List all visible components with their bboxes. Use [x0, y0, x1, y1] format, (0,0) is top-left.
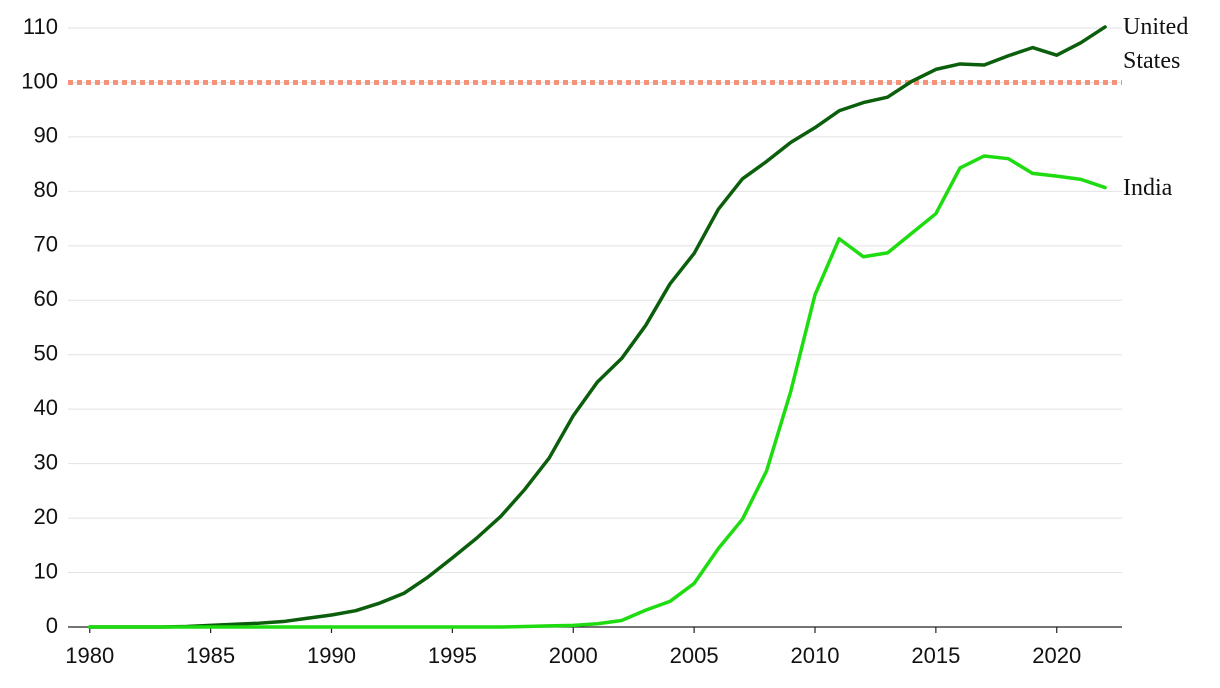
y-tick-label: 80 [34, 177, 58, 202]
y-tick-label: 40 [34, 395, 58, 420]
x-tick-label: 2005 [670, 643, 719, 668]
x-tick-label: 2020 [1032, 643, 1081, 668]
y-tick-label: 60 [34, 286, 58, 311]
series-label: India [1123, 174, 1173, 201]
y-tick-label: 0 [46, 613, 58, 638]
y-tick-label: 100 [21, 68, 58, 93]
x-tick-label: 2015 [911, 643, 960, 668]
x-tick-label: 1995 [428, 643, 477, 668]
y-tick-label: 110 [23, 14, 58, 39]
x-tick-label: 2010 [791, 643, 840, 668]
y-tick-label: 90 [34, 123, 58, 148]
y-tick-label: 30 [34, 449, 58, 474]
y-tick-label: 70 [34, 232, 58, 257]
x-tick-label: 2000 [549, 643, 598, 668]
y-tick-label: 10 [34, 558, 58, 583]
x-tick-label: 1980 [65, 643, 114, 668]
x-tick-label: 1985 [186, 643, 235, 668]
x-tick-label: 1990 [307, 643, 356, 668]
series-label: United States [1123, 13, 1189, 74]
series-line [88, 154, 1107, 629]
series-line [88, 25, 1107, 629]
y-tick-label: 50 [34, 341, 58, 366]
y-tick-label: 20 [34, 504, 58, 529]
